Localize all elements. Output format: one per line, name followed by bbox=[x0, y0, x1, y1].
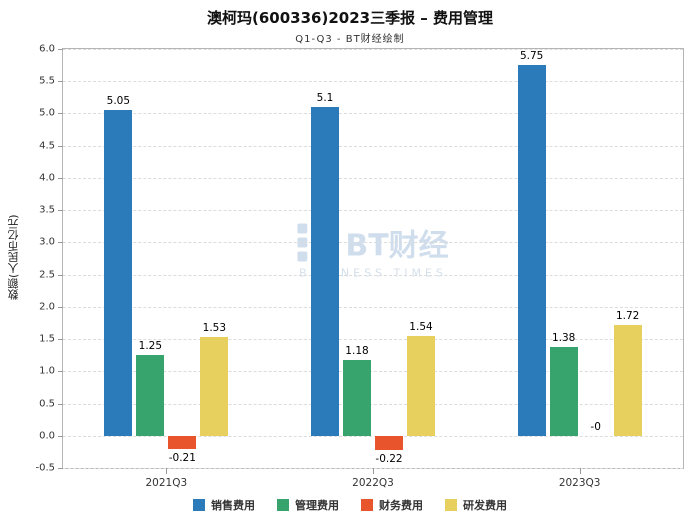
y-tick-label: 1.5 bbox=[39, 333, 55, 345]
gridline bbox=[63, 145, 683, 147]
gridline bbox=[63, 49, 683, 50]
y-tick-mark bbox=[58, 81, 63, 83]
y-tick-label: 6.0 bbox=[39, 43, 55, 55]
legend-item: 销售费用 bbox=[193, 497, 255, 513]
plot-area: BT财经 BUSINESS TIMES -0.5 0.0 0.5 1.0 1.5 2.0 2… bbox=[35, 44, 684, 489]
legend-swatch bbox=[193, 499, 205, 511]
y-tick-mark bbox=[58, 113, 63, 115]
y-tick-label: 2.0 bbox=[39, 301, 55, 313]
y-tick-mark bbox=[58, 177, 63, 179]
legend-item: 研发费用 bbox=[445, 497, 507, 513]
gridline bbox=[63, 210, 683, 212]
value-label: -0.22 bbox=[375, 452, 403, 465]
x-tick-label: 2021Q3 bbox=[145, 477, 188, 489]
legend-label: 管理费用 bbox=[295, 499, 339, 512]
y-tick-label: 4.0 bbox=[39, 172, 55, 184]
value-label: -0.21 bbox=[168, 452, 196, 465]
y-tick-label: 0.5 bbox=[39, 398, 55, 410]
y-tick-label: 0.0 bbox=[39, 430, 55, 442]
gridline bbox=[63, 274, 683, 276]
bar bbox=[517, 65, 546, 436]
value-label: 5.05 bbox=[106, 95, 131, 108]
gridline bbox=[63, 81, 683, 83]
bar bbox=[613, 324, 642, 436]
bar bbox=[407, 336, 435, 436]
x-tick-label: 2023Q3 bbox=[558, 477, 601, 489]
bar bbox=[104, 110, 133, 436]
y-tick-label: 5.0 bbox=[39, 107, 55, 119]
legend-label: 销售费用 bbox=[211, 499, 255, 512]
y-tick-mark bbox=[58, 49, 63, 50]
value-label: 1.53 bbox=[202, 322, 227, 335]
y-tick-mark bbox=[58, 306, 63, 308]
y-tick-label: 4.5 bbox=[39, 140, 55, 152]
y-tick-mark bbox=[58, 274, 63, 276]
gridline bbox=[63, 306, 683, 308]
legend-swatch bbox=[277, 499, 289, 511]
y-tick-mark bbox=[58, 242, 63, 244]
y-tick-mark bbox=[58, 435, 63, 437]
value-label: 1.72 bbox=[615, 309, 640, 322]
bar bbox=[549, 346, 578, 436]
legend-item: 管理费用 bbox=[277, 497, 339, 513]
y-tick-mark bbox=[58, 145, 63, 147]
value-label: -0 bbox=[590, 420, 601, 433]
value-label: 1.18 bbox=[345, 344, 369, 357]
bar bbox=[136, 355, 165, 436]
value-label: 1.54 bbox=[409, 321, 433, 334]
legend-label: 财务费用 bbox=[379, 499, 423, 512]
y-tick-mark bbox=[58, 371, 63, 373]
chart-subtitle: Q1-Q3 - BT财经绘制 bbox=[295, 34, 405, 45]
x-tick-mark bbox=[373, 468, 374, 474]
gridline bbox=[63, 371, 683, 373]
bar bbox=[311, 107, 339, 436]
y-tick-label: 2.5 bbox=[39, 269, 55, 281]
bar bbox=[343, 359, 371, 436]
gridline bbox=[63, 403, 683, 405]
legend-swatch bbox=[445, 499, 457, 511]
bar bbox=[168, 435, 197, 450]
y-tick-mark bbox=[58, 403, 63, 405]
y-tick-label: 5.5 bbox=[39, 75, 55, 87]
legend-swatch bbox=[361, 499, 373, 511]
y-axis-title: 数额(人民币亿元) bbox=[7, 214, 20, 301]
legend: 销售费用 管理费用 财务费用 研发费用 bbox=[0, 497, 700, 513]
bar bbox=[375, 435, 403, 450]
legend-item: 财务费用 bbox=[361, 497, 423, 513]
gridline bbox=[63, 113, 683, 115]
y-tick-mark bbox=[58, 210, 63, 212]
legend-label: 研发费用 bbox=[463, 499, 507, 512]
y-tick-label: 3.0 bbox=[39, 236, 55, 248]
y-tick-label: 3.5 bbox=[39, 204, 55, 216]
gridline bbox=[63, 339, 683, 341]
x-tick-label: 2022Q3 bbox=[352, 477, 394, 489]
gridline bbox=[63, 242, 683, 244]
bar bbox=[200, 337, 229, 436]
value-label: 1.25 bbox=[138, 340, 163, 353]
x-tick-mark bbox=[166, 468, 168, 474]
gridline bbox=[63, 435, 683, 437]
chart-title: 澳柯玛(600336)2023三季报 – 费用管理 bbox=[206, 9, 494, 27]
y-tick-label: 1.0 bbox=[39, 365, 55, 377]
value-label: 1.38 bbox=[551, 331, 576, 344]
y-tick-label: -0.5 bbox=[35, 462, 55, 474]
gridline bbox=[63, 177, 683, 179]
x-tick-mark bbox=[579, 468, 581, 474]
value-label: 5.75 bbox=[519, 50, 544, 63]
y-tick-mark bbox=[58, 468, 63, 469]
y-tick-mark bbox=[58, 339, 63, 341]
value-label: 5.1 bbox=[316, 92, 334, 104]
